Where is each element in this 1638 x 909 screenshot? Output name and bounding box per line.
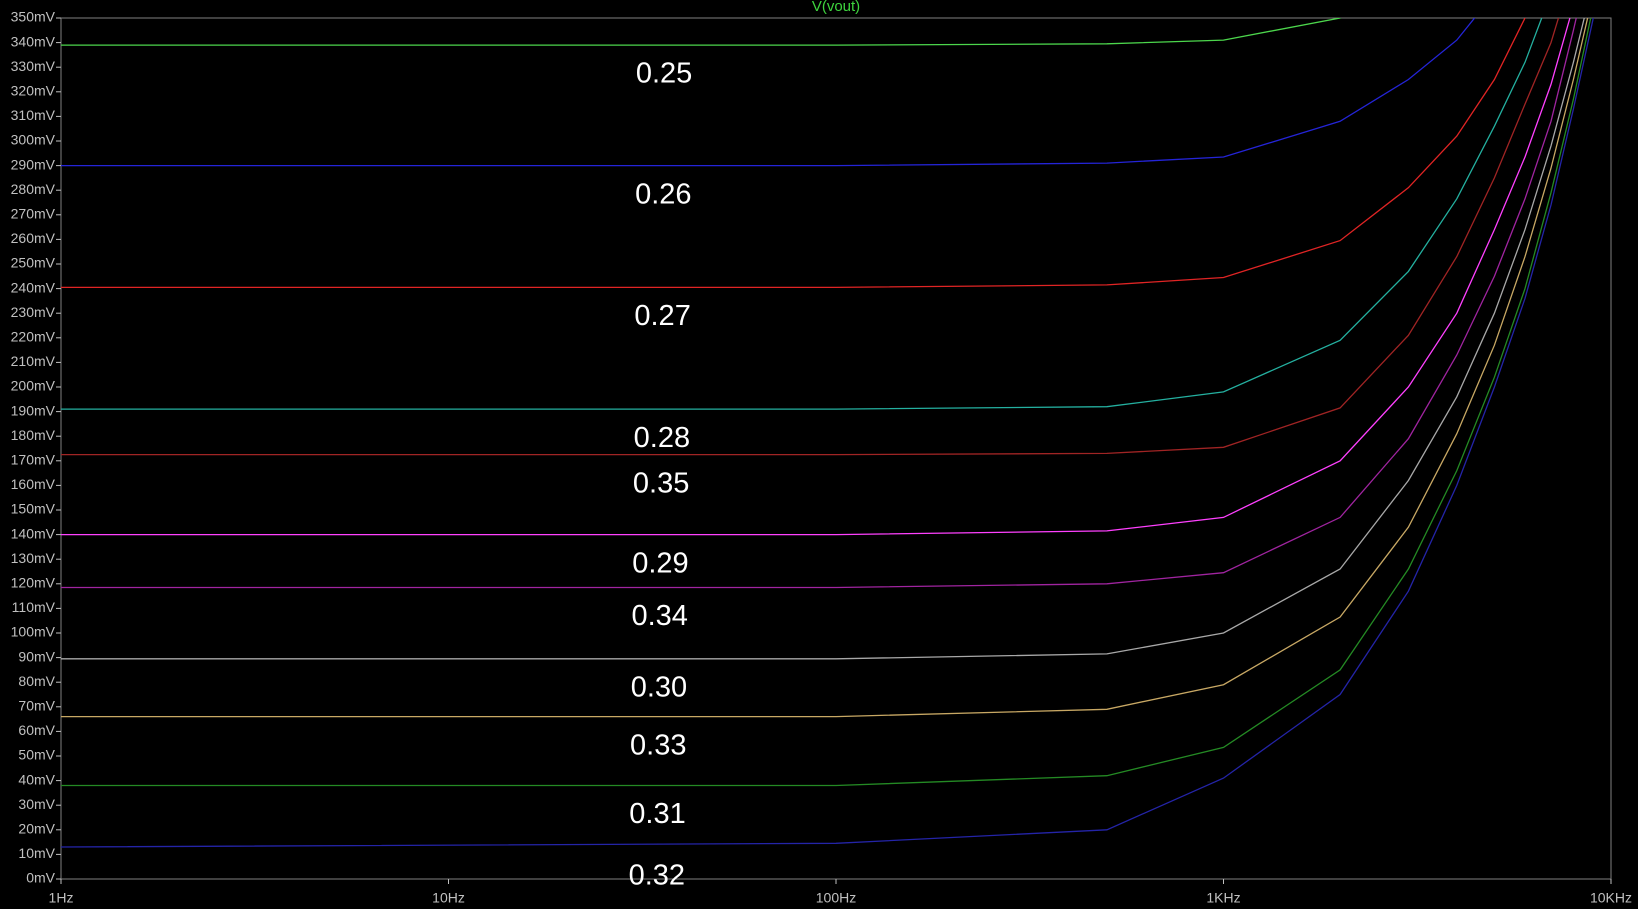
- y-tick-label: 170mV: [11, 452, 56, 468]
- y-tick-label: 270mV: [11, 206, 56, 222]
- y-tick-label: 140mV: [11, 525, 56, 541]
- series-label: 0.28: [634, 422, 690, 454]
- y-tick-label: 160mV: [11, 476, 56, 492]
- y-tick-label: 350mV: [11, 9, 56, 25]
- y-tick-label: 110mV: [12, 599, 56, 615]
- line: [61, 18, 1571, 536]
- y-tick-label: 320mV: [11, 83, 56, 99]
- y-tick-label: 60mV: [18, 722, 55, 738]
- y-tick-label: 120mV: [11, 575, 56, 591]
- line: [61, 18, 1543, 410]
- series-label: 0.29: [632, 547, 688, 579]
- series-label: 0.30: [631, 671, 687, 703]
- y-tick-label: 290mV: [11, 156, 56, 172]
- x-tick-label: 100Hz: [816, 890, 856, 906]
- y-tick-label: 240mV: [11, 279, 56, 295]
- series-label: 0.33: [630, 729, 686, 761]
- y-tick-label: 190mV: [11, 402, 56, 418]
- y-tick-label: 10mV: [18, 845, 55, 861]
- y-tick-label: 70mV: [18, 698, 55, 714]
- y-tick-label: 220mV: [11, 329, 56, 345]
- y-tick-label: 340mV: [11, 33, 56, 49]
- y-tick-label: 280mV: [11, 181, 56, 197]
- series-label: 0.26: [635, 178, 691, 210]
- y-tick-label: 230mV: [11, 304, 56, 320]
- line: [61, 18, 1585, 660]
- series-label: 0.34: [631, 600, 687, 632]
- y-tick-label: 80mV: [18, 673, 55, 689]
- y-tick-label: 250mV: [11, 255, 56, 271]
- y-tick-label: 90mV: [18, 648, 55, 664]
- y-tick-label: 210mV: [11, 353, 56, 369]
- series-label: 0.27: [634, 300, 690, 332]
- line: [61, 18, 1526, 289]
- x-tick-label: 10Hz: [432, 890, 465, 906]
- x-tick-label: 1KHz: [1206, 890, 1240, 906]
- y-tick-label: 300mV: [11, 132, 56, 148]
- series-label: 0.31: [629, 798, 685, 830]
- y-tick-label: 40mV: [18, 771, 55, 787]
- line: [61, 18, 1589, 718]
- plot-lines: [61, 18, 1594, 848]
- line: [61, 18, 1577, 589]
- y-tick-label: 200mV: [11, 378, 56, 394]
- y-tick-label: 260mV: [11, 230, 56, 246]
- y-tick-label: 30mV: [18, 796, 55, 812]
- y-tick-label: 330mV: [11, 58, 56, 74]
- y-tick-label: 20mV: [18, 821, 55, 837]
- y-tick-label: 130mV: [11, 550, 56, 566]
- x-tick-label: 10KHz: [1590, 890, 1632, 906]
- y-tick-label: 150mV: [11, 501, 56, 517]
- series-label: 0.25: [636, 58, 692, 90]
- line: [61, 18, 1342, 46]
- y-tick-label: 100mV: [11, 624, 56, 640]
- x-tick-label: 1Hz: [49, 890, 74, 906]
- line: [61, 18, 1476, 167]
- line: [61, 18, 1594, 848]
- y-tick-label: 50mV: [18, 747, 55, 763]
- chart-title: V(vout): [812, 0, 860, 15]
- line: [61, 18, 1592, 787]
- series-label: 0.35: [633, 467, 689, 499]
- y-tick-label: 0mV: [26, 870, 55, 886]
- series-label: 0.32: [629, 860, 685, 892]
- y-tick-label: 180mV: [11, 427, 56, 443]
- y-tick-label: 310mV: [11, 107, 56, 123]
- line: [61, 18, 1560, 456]
